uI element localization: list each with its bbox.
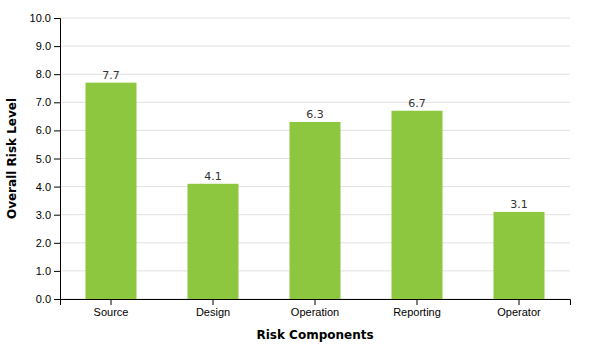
x-axis-title: Risk Components — [256, 328, 373, 342]
x-tick-mark — [315, 299, 316, 305]
y-tick-mark — [54, 46, 60, 47]
x-tick-label: Source — [94, 306, 129, 318]
y-tick-label: 0.0 — [36, 293, 51, 305]
y-tick-mark — [54, 271, 60, 272]
y-tick: 7.0 — [36, 96, 60, 108]
y-tick-label: 5.0 — [36, 153, 51, 165]
x-tick-label: Reporting — [393, 306, 441, 318]
x-tick: Reporting — [393, 299, 441, 318]
y-tick-mark — [54, 130, 60, 131]
grid-line — [60, 74, 570, 75]
y-tick-label: 2.0 — [36, 237, 51, 249]
bar — [86, 83, 137, 299]
y-tick-mark — [54, 299, 60, 300]
y-tick: 5.0 — [36, 153, 60, 165]
x-tick: Operator — [497, 299, 541, 318]
grid-line — [60, 18, 570, 19]
x-axis: Source Design Operation Reporting Operator — [61, 299, 571, 318]
data-label: 4.1 — [204, 170, 222, 183]
x-axis-line — [61, 300, 571, 306]
x-tick-label: Operator — [497, 306, 541, 318]
data-label: 6.3 — [306, 108, 324, 121]
y-tick-label: 1.0 — [36, 265, 51, 277]
y-tick: 4.0 — [36, 181, 60, 193]
y-tick-label: 8.0 — [36, 68, 51, 80]
y-tick-mark — [54, 159, 60, 160]
x-tick: Source — [94, 299, 129, 318]
data-label: 3.1 — [510, 198, 528, 211]
x-tick-mark — [519, 299, 520, 305]
y-tick: 9.0 — [36, 40, 60, 52]
y-tick: 6.0 — [36, 124, 60, 136]
bars — [86, 83, 545, 299]
bar — [290, 122, 341, 299]
y-tick-mark — [54, 102, 60, 103]
x-tick: Operation — [291, 299, 339, 318]
y-tick-mark — [54, 215, 60, 216]
x-tick: Design — [196, 299, 230, 318]
data-labels: 7.7 4.1 6.3 6.7 3.1 — [102, 69, 528, 211]
y-axis-line — [54, 19, 61, 300]
grid-line — [60, 46, 570, 47]
y-tick-label: 4.0 — [36, 181, 51, 193]
y-tick-mark — [54, 18, 60, 19]
y-axis-title: Overall Risk Level — [5, 98, 19, 219]
x-tick-label: Operation — [291, 306, 339, 318]
bar — [188, 184, 239, 299]
x-tick-mark — [417, 299, 418, 305]
y-tick: 2.0 — [36, 237, 60, 249]
y-tick-mark — [54, 187, 60, 188]
plot: Source Design Operation Reporting Operator 0.… — [30, 12, 571, 318]
y-tick-mark — [54, 243, 60, 244]
y-tick-mark — [54, 74, 60, 75]
x-tick-mark — [111, 299, 112, 305]
bar — [392, 111, 443, 299]
y-tick: 10.0 — [30, 12, 60, 24]
data-label: 7.7 — [102, 69, 120, 82]
y-tick-label: 6.0 — [36, 124, 51, 136]
y-tick: 8.0 — [36, 68, 60, 80]
bar — [494, 212, 545, 299]
data-label: 6.7 — [408, 97, 426, 110]
y-tick-label: 10.0 — [30, 12, 51, 24]
y-tick: 1.0 — [36, 265, 60, 277]
y-tick-label: 9.0 — [36, 40, 51, 52]
y-tick-label: 3.0 — [36, 209, 51, 221]
y-tick: 3.0 — [36, 209, 60, 221]
x-tick-mark — [213, 299, 214, 305]
x-tick-label: Design — [196, 306, 230, 318]
y-tick-label: 7.0 — [36, 96, 51, 108]
y-tick: 0.0 — [36, 293, 60, 305]
chart: Source Design Operation Reporting Operator 0.… — [0, 0, 590, 349]
grid — [60, 18, 570, 299]
y-axis: 0.0 1.0 2.0 3.0 4.0 5.0 6.0 7.0 8.0 9.0 10.0 — [30, 12, 61, 305]
